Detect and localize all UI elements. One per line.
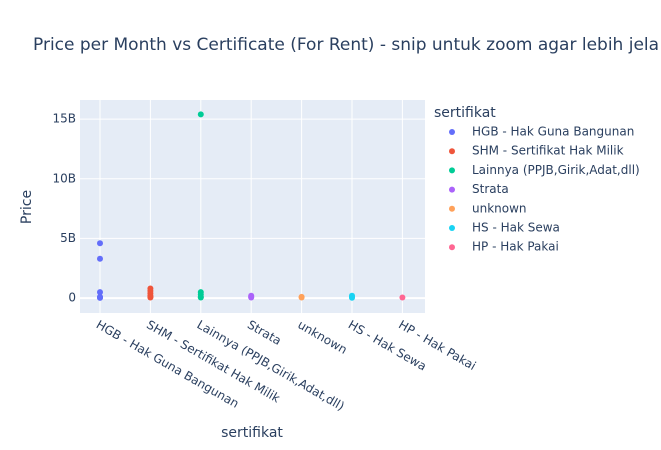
legend-marker [449, 244, 455, 251]
marks [97, 111, 406, 301]
point [197, 294, 204, 301]
grid [80, 100, 425, 313]
legend-label: HGB - Hak Guna Bangunan [472, 125, 634, 139]
point [399, 294, 406, 301]
y-tick-label: 15B [52, 112, 76, 126]
legend-label: Strata [472, 182, 509, 196]
point [97, 255, 103, 262]
legend-marker [449, 129, 455, 135]
y-tick-label: 5B [60, 231, 76, 245]
y-tick-label: 10B [52, 171, 76, 185]
legend-title: sertifikat [434, 105, 496, 121]
legend-label: HS - Hak Sewa [472, 221, 560, 235]
point [349, 294, 355, 301]
y-axis-title: Price [19, 190, 35, 224]
point [97, 294, 103, 301]
point [248, 294, 255, 301]
point [147, 294, 154, 301]
y-tick-label: 0 [68, 291, 76, 305]
point [97, 289, 103, 296]
point [298, 294, 305, 301]
legend-label: SHM - Sertifikat Hak Milik [472, 144, 624, 158]
x-tick-label: unknown [295, 318, 349, 357]
legend-marker [449, 225, 455, 231]
legend-marker [449, 205, 455, 212]
plot-background [80, 100, 425, 313]
x-axis-title: sertifikat [221, 425, 283, 441]
point [197, 111, 204, 118]
legend-label: Lainnya (PPJB,Girik,Adat,dll) [472, 163, 640, 177]
x-tick-label: Strata [245, 318, 284, 348]
chart-title: Price per Month vs Certificate (For Rent… [33, 35, 659, 55]
point [97, 240, 103, 247]
legend-label: HP - Hak Pakai [472, 240, 559, 254]
legend-marker [449, 148, 455, 155]
legend-marker [449, 167, 455, 174]
legend-marker [449, 186, 455, 193]
legend-label: unknown [472, 201, 527, 215]
